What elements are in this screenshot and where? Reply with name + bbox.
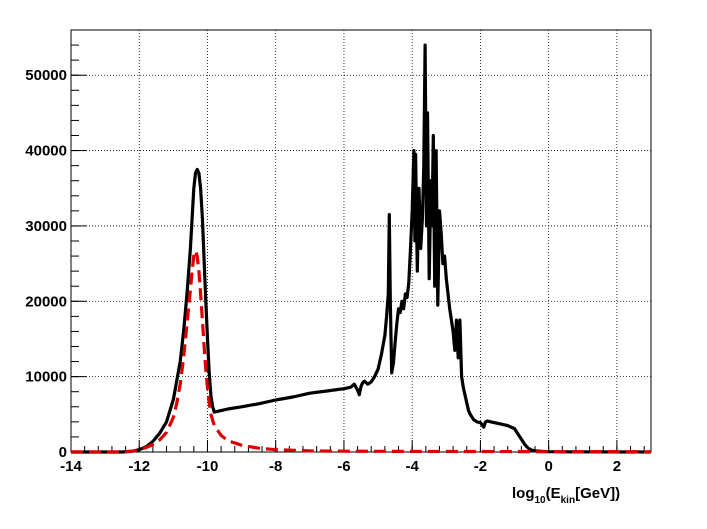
x-tick-label: -2	[474, 458, 487, 475]
x-axis-title-sub-10: 10	[535, 495, 547, 506]
x-tick-labels: -14 -12 -10 -8 -6 -4 -2 0 2	[60, 458, 621, 475]
x-tick-label: -10	[197, 458, 219, 475]
x-axis-title: log10(Ekin[GeV])	[512, 485, 620, 506]
series-group	[71, 43, 652, 454]
series-red-dashed-line	[71, 249, 652, 454]
x-tick-label: -4	[406, 458, 420, 475]
y-tick-label: 0	[59, 444, 67, 461]
x-tick-label: -12	[128, 458, 150, 475]
x-axis-title-e: (E	[546, 485, 561, 502]
y-tick-label: 30000	[25, 218, 67, 235]
y-tick-label: 10000	[25, 369, 67, 386]
y-tick-label: 40000	[25, 143, 67, 160]
x-axis-title-sub-kin: kin	[561, 495, 575, 506]
y-tick-label: 20000	[25, 293, 67, 310]
x-tick-label: -6	[337, 458, 350, 475]
y-tick-label: 50000	[25, 67, 67, 84]
x-tick-label: -8	[269, 458, 282, 475]
y-tick-labels: 0 10000 20000 30000 40000 50000	[25, 67, 67, 461]
x-axis-title-log: log	[512, 485, 535, 502]
x-tick-label: -14	[60, 458, 82, 475]
x-tick-label: 2	[613, 458, 621, 475]
x-tick-label: 0	[544, 458, 552, 475]
series-black-solid-line	[71, 43, 652, 454]
x-axis-title-unit: [GeV])	[575, 485, 620, 502]
